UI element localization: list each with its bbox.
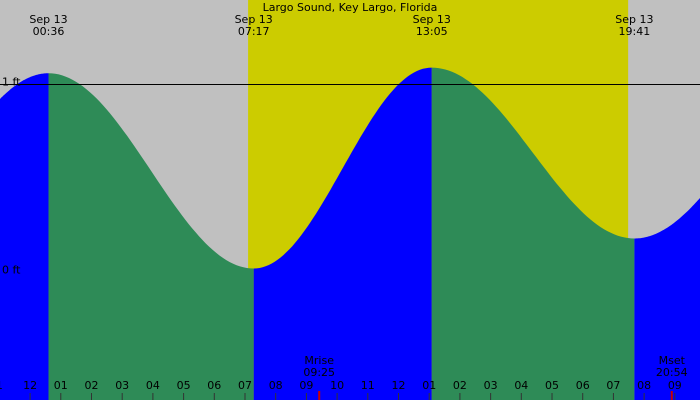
x-tick-label: 02 bbox=[84, 379, 98, 392]
x-tick-label: 09 bbox=[668, 379, 682, 392]
extreme-date: Sep 13 bbox=[615, 13, 653, 26]
x-tick-label: 03 bbox=[484, 379, 498, 392]
tide-area bbox=[48, 73, 254, 400]
x-tick-label: 02 bbox=[453, 379, 467, 392]
x-tick-label: 08 bbox=[637, 379, 651, 392]
moon-label: Mrise bbox=[304, 354, 334, 367]
y-tick-label: 0 ft bbox=[2, 263, 21, 276]
x-tick-label: 04 bbox=[146, 379, 160, 392]
x-tick-label: 12 bbox=[23, 379, 37, 392]
tide-area bbox=[253, 67, 432, 400]
x-tick-label: 07 bbox=[238, 379, 252, 392]
x-tick-label: 08 bbox=[269, 379, 283, 392]
x-tick-label: 06 bbox=[207, 379, 221, 392]
x-tick-label: 09 bbox=[299, 379, 313, 392]
extreme-date: Sep 13 bbox=[235, 13, 273, 26]
extreme-date: Sep 13 bbox=[413, 13, 451, 26]
x-tick-label: 05 bbox=[177, 379, 191, 392]
extreme-time: 07:17 bbox=[238, 25, 270, 38]
x-tick-label: 10 bbox=[330, 379, 344, 392]
moon-time: 09:25 bbox=[303, 366, 335, 379]
moon-label: Mset bbox=[659, 354, 686, 367]
x-tick-label: 12 bbox=[392, 379, 406, 392]
x-tick-label: 1 bbox=[0, 379, 3, 392]
tide-area bbox=[431, 67, 635, 400]
extreme-time: 13:05 bbox=[416, 25, 448, 38]
x-tick-label: 01 bbox=[422, 379, 436, 392]
x-tick-label: 04 bbox=[514, 379, 528, 392]
x-tick-label: 03 bbox=[115, 379, 129, 392]
x-tick-label: 01 bbox=[54, 379, 68, 392]
extreme-date: Sep 13 bbox=[29, 13, 67, 26]
tide-area bbox=[0, 73, 49, 400]
x-tick-label: 05 bbox=[545, 379, 559, 392]
x-tick-label: 07 bbox=[606, 379, 620, 392]
y-tick-label: 1 ft bbox=[2, 76, 21, 89]
x-tick-label: 06 bbox=[576, 379, 590, 392]
extreme-time: 19:41 bbox=[619, 25, 651, 38]
tide-area bbox=[634, 198, 700, 400]
moon-time: 20:54 bbox=[656, 366, 688, 379]
extreme-time: 00:36 bbox=[33, 25, 65, 38]
x-tick-label: 11 bbox=[361, 379, 375, 392]
chart-title: Largo Sound, Key Largo, Florida bbox=[263, 1, 438, 14]
